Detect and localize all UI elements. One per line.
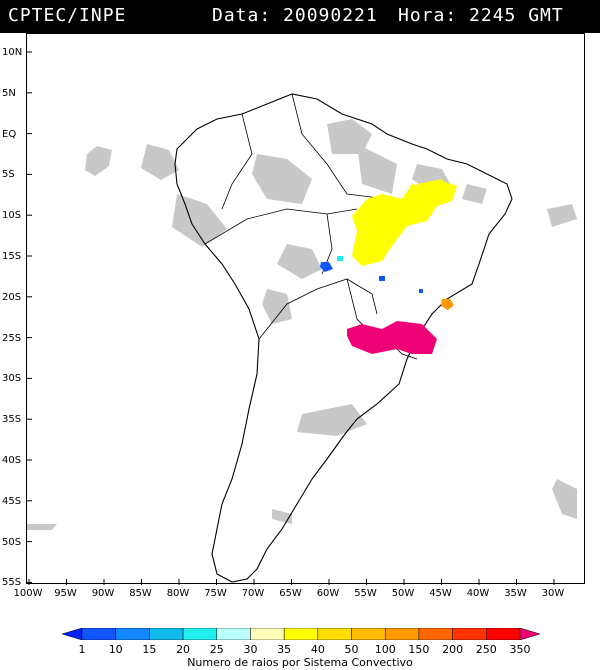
lat-label: EQ xyxy=(2,128,17,140)
colorbar-tick-label: 1 xyxy=(78,643,86,656)
time-label: Hora: 2245 GMT xyxy=(398,5,564,26)
lon-label: 100W xyxy=(13,588,43,599)
source-label: CPTEC/INPE xyxy=(8,5,127,26)
lightning-blue xyxy=(320,262,423,293)
lat-label: 10S xyxy=(2,210,22,222)
colorbar-caption: Numero de raios por Sistema Convectivo xyxy=(187,656,413,669)
colorbar-swatch xyxy=(149,628,184,640)
cloud-cover xyxy=(27,119,577,530)
lon-label: 55W xyxy=(354,588,377,599)
south-america-outline xyxy=(174,93,513,583)
colorbar xyxy=(62,628,540,640)
lon-label: 90W xyxy=(91,588,115,599)
date-label: Data: 20090221 xyxy=(212,5,378,26)
lat-label: 55S xyxy=(2,577,22,589)
colorbar-swatch xyxy=(81,628,116,640)
lon-label: 95W xyxy=(54,588,77,599)
colorbar-arrow-left xyxy=(62,628,83,640)
lightning-cyan xyxy=(337,256,343,261)
colorbar-tick-label: 10 xyxy=(108,643,123,656)
map-frame xyxy=(26,33,585,585)
colorbar-swatch xyxy=(283,628,319,640)
lon-label: 35W xyxy=(504,588,527,599)
colorbar-swatch xyxy=(317,628,352,640)
colorbar-swatch xyxy=(216,628,251,640)
colorbar-tick-label: 40 xyxy=(310,643,325,656)
lat-label: 40S xyxy=(2,455,22,466)
lat-label: 15S xyxy=(2,251,22,262)
lat-label: 5N xyxy=(2,87,16,99)
colorbar-swatch xyxy=(115,628,150,640)
colorbar-tick-label: 30 xyxy=(243,643,258,656)
axis-ticks xyxy=(27,51,555,585)
colorbar-tick-label: 250 xyxy=(475,643,497,656)
colorbar-swatch xyxy=(452,628,487,640)
lat-label: 30S xyxy=(2,373,22,385)
lon-label: 40W xyxy=(466,588,490,599)
lon-label: 60W xyxy=(316,588,340,599)
colorbar-swatch xyxy=(418,628,453,640)
lon-label: 45W xyxy=(429,588,452,599)
lightning-orange xyxy=(441,299,454,310)
colorbar-tick-label: 150 xyxy=(408,643,430,656)
colorbar-tick-label: 50 xyxy=(344,643,359,656)
colorbar-arrow-right xyxy=(519,628,540,640)
lat-label: 20S xyxy=(2,291,22,303)
lightning-magenta xyxy=(347,321,437,354)
lon-label: 30W xyxy=(541,588,565,599)
colorbar-swatch xyxy=(250,628,285,640)
lon-label: 75W xyxy=(204,588,227,599)
lat-label: 35S xyxy=(2,414,22,426)
colorbar-swatch xyxy=(182,628,218,640)
colorbar-tick-label: 100 xyxy=(374,643,396,656)
colorbar-tick-label: 15 xyxy=(142,643,157,656)
lon-label: 80W xyxy=(166,588,190,599)
lat-label: 5S xyxy=(2,169,15,181)
colorbar-tick-label: 350 xyxy=(509,643,531,656)
colorbar-swatch xyxy=(384,628,420,640)
colorbar-tick-label: 25 xyxy=(209,643,224,656)
lightning-yellow xyxy=(352,179,457,266)
lat-label: 10N xyxy=(2,47,23,58)
map-canvas xyxy=(27,51,577,585)
colorbar-tick-label: 35 xyxy=(277,643,292,656)
lat-label: 50S xyxy=(2,536,22,548)
lon-label: 70W xyxy=(241,588,265,599)
lon-label: 85W xyxy=(129,588,152,599)
colorbar-swatch xyxy=(351,628,386,640)
colorbar-swatch xyxy=(486,628,521,640)
lat-label: 45S xyxy=(2,495,22,507)
lon-label: 65W xyxy=(279,588,302,599)
colorbar-tick-label: 20 xyxy=(176,643,191,656)
lat-label: 25S xyxy=(2,332,22,344)
colorbar-tick-label: 200 xyxy=(442,643,464,656)
lon-label: 50W xyxy=(391,588,415,599)
map-header: CPTEC/INPE Data: 20090221 Hora: 2245 GMT xyxy=(0,0,600,33)
